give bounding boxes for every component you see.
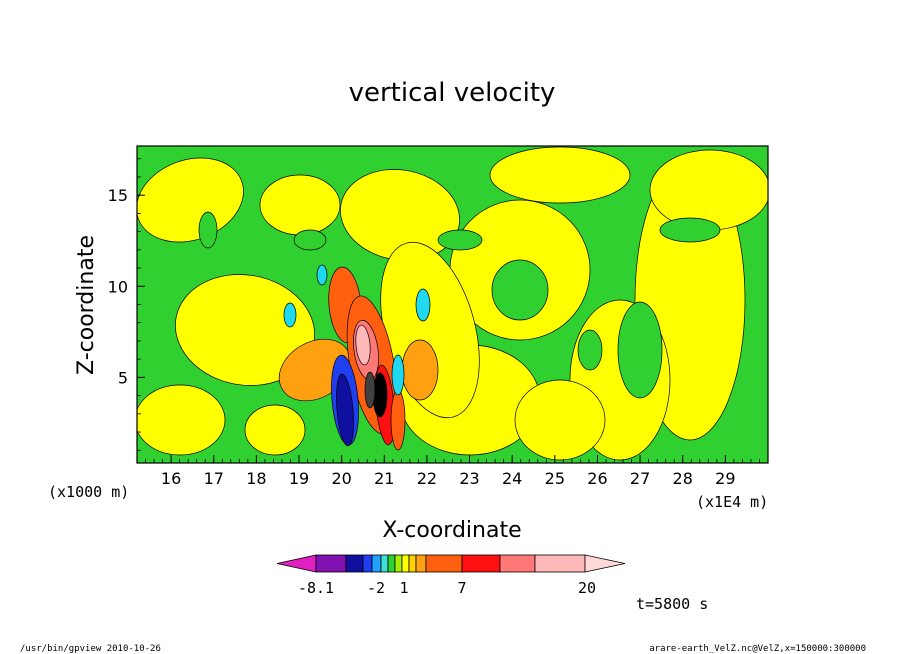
colorbar-segment	[425, 554, 463, 573]
x-tick-label: 28	[673, 469, 693, 488]
contour-region	[489, 146, 631, 204]
x-tick-label: 29	[715, 469, 735, 488]
x-tick-label: 25	[545, 469, 565, 488]
x-axis: 16 17 18 19 20 21 22 23 24 25 26 27 28 29	[136, 455, 769, 488]
contour-region	[391, 354, 405, 396]
x-tick-label: 21	[374, 469, 394, 488]
x-tick-label: 24	[502, 469, 522, 488]
y-tick-label: 15	[108, 186, 128, 205]
contour-region	[355, 324, 371, 366]
colorbar-segment	[499, 554, 536, 573]
contour-region	[514, 379, 606, 461]
colorbar: -8.1 -2 1 7 20	[276, 554, 626, 597]
colorbar-tick-label: 20	[578, 579, 596, 597]
colorbar-tick-label: -8.1	[298, 579, 334, 597]
colorbar-tick-label: 7	[457, 579, 466, 597]
footer-right: arare-earth_VelZ.nc@VelZ,x=150000:300000	[649, 644, 866, 654]
x-tick-label: 20	[331, 469, 351, 488]
contour-region	[617, 301, 663, 399]
colorbar-left-arrow	[276, 554, 317, 573]
chart-title: vertical velocity	[349, 78, 556, 108]
contour-region	[137, 384, 226, 456]
contour-region	[649, 149, 768, 231]
contour-region	[293, 229, 327, 251]
colorbar-tick-label: 1	[399, 579, 408, 597]
colorbar-segment	[362, 554, 373, 573]
contour-region	[316, 264, 328, 286]
x-unit-left: (x1000 m)	[48, 483, 129, 501]
colorbar-tick-label: -2	[367, 579, 385, 597]
colorbar-segment	[371, 554, 382, 573]
colorbar-segment	[387, 554, 396, 573]
contour-region	[244, 404, 306, 456]
x-tick-label: 17	[204, 469, 224, 488]
y-tick-label: 10	[108, 277, 128, 296]
y-tick-label: 5	[118, 368, 128, 387]
contour-region	[198, 211, 218, 249]
x-tick-label: 16	[161, 469, 181, 488]
contour-region	[577, 329, 603, 371]
colorbar-segment	[461, 554, 501, 573]
colorbar-segment	[415, 554, 427, 573]
colorbar-segment	[315, 554, 347, 573]
colorbar-segment	[401, 554, 410, 573]
colorbar-segment	[380, 554, 389, 573]
x-tick-label: 22	[417, 469, 437, 488]
y-axis-label: Z-coordinate	[74, 235, 99, 375]
contour-region	[336, 373, 354, 447]
colorbar-right-arrow	[584, 554, 626, 573]
colorbar-segment	[394, 554, 403, 573]
contour-region	[401, 339, 439, 401]
colorbar-segment	[345, 554, 364, 573]
x-tick-label: 23	[459, 469, 479, 488]
colorbar-segment	[534, 554, 586, 573]
x-tick-label: 19	[289, 469, 309, 488]
contour-region	[364, 371, 376, 409]
contour-region	[415, 288, 431, 322]
contour-field	[137, 146, 768, 463]
colorbar-segment	[408, 554, 417, 573]
x-unit-right: (x1E4 m)	[696, 493, 768, 511]
contour-region	[437, 229, 483, 251]
contour-region	[283, 302, 297, 328]
contour-region	[491, 259, 549, 321]
x-tick-label: 27	[630, 469, 650, 488]
contour-region	[390, 389, 406, 451]
contour-region	[259, 174, 341, 236]
time-label: t=5800 s	[636, 595, 708, 613]
footer-left: /usr/bin/gpview 2010-10-26	[20, 644, 161, 654]
x-tick-label: 26	[587, 469, 607, 488]
x-axis-label: X-coordinate	[382, 518, 521, 543]
contour-region	[659, 217, 721, 243]
x-tick-label: 18	[246, 469, 266, 488]
y-axis: 5 10 15	[108, 158, 145, 451]
